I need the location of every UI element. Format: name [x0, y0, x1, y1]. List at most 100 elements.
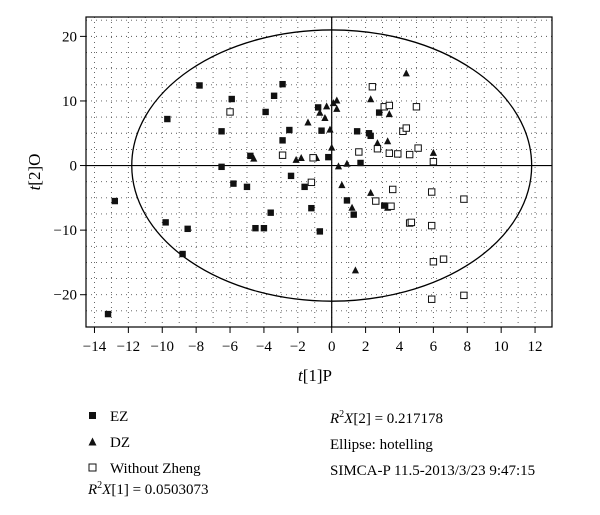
stats-block: R2X[2] = 0.217178 Ellipse: hotelling SIM…	[330, 402, 535, 484]
point-without-zheng	[389, 185, 397, 194]
point-dz	[373, 139, 382, 147]
point-ez	[243, 183, 251, 191]
point-without-zheng	[412, 103, 421, 111]
point-ez	[218, 128, 225, 135]
x-tick-label: 12	[528, 339, 543, 355]
point-without-zheng	[427, 221, 436, 230]
point-dz	[385, 110, 393, 118]
legend: EZ DZ Without Zheng	[88, 404, 201, 482]
point-dz	[402, 69, 410, 77]
point-dz	[429, 148, 437, 156]
point-ez	[367, 132, 374, 140]
r2x1-stat: R2X[1] = 0.0503073	[88, 480, 209, 498]
point-without-zheng	[307, 178, 316, 187]
point-dz	[323, 102, 331, 110]
point-without-zheng	[373, 145, 382, 153]
point-dz	[348, 203, 356, 211]
point-without-zheng	[355, 148, 363, 156]
point-without-zheng	[372, 197, 380, 205]
open-square-icon	[88, 461, 110, 478]
point-ez	[184, 225, 191, 233]
point-dz	[316, 108, 324, 116]
point-dz	[333, 96, 341, 104]
point-ez	[252, 224, 259, 232]
point-ez	[279, 137, 286, 144]
point-ez	[179, 250, 186, 258]
legend-label-dz: DZ	[110, 434, 130, 451]
point-without-zheng	[402, 124, 410, 132]
x-tick-label: −8	[188, 339, 204, 355]
point-ez	[279, 80, 286, 88]
point-dz	[328, 143, 336, 151]
point-without-zheng	[429, 258, 438, 266]
point-without-zheng	[278, 151, 287, 159]
x-tick-label: 0	[328, 339, 336, 355]
point-without-zheng	[385, 101, 394, 110]
x-tick-label: 10	[494, 339, 509, 355]
x-tick-label: −14	[83, 339, 107, 355]
point-without-zheng	[427, 188, 436, 196]
point-ez	[308, 204, 315, 212]
point-dz	[367, 95, 375, 103]
point-without-zheng	[439, 255, 448, 263]
y-tick-label: 20	[62, 29, 77, 45]
point-without-zheng	[407, 218, 416, 227]
point-without-zheng	[394, 150, 402, 158]
point-without-zheng	[226, 108, 234, 116]
point-ez	[267, 209, 274, 216]
point-without-zheng	[385, 149, 394, 157]
y-tick-label: −20	[54, 288, 77, 304]
point-dz	[334, 162, 343, 170]
x-tick-label: −2	[290, 339, 306, 355]
point-ez	[230, 180, 237, 187]
legend-item-without-zheng: Without Zheng	[88, 456, 201, 482]
point-without-zheng	[309, 154, 317, 162]
point-ez	[270, 92, 278, 99]
legend-item-dz: DZ	[88, 430, 201, 456]
point-without-zheng	[429, 157, 438, 166]
point-ez	[247, 152, 254, 160]
point-dz	[351, 266, 360, 274]
point-without-zheng	[405, 150, 414, 159]
software-stamp: SIMCA-P 11.5-2013/3/23 9:47:15	[330, 463, 536, 479]
y-tick-label: 10	[62, 94, 77, 110]
x-tick-label: 8	[464, 339, 472, 355]
point-ez	[164, 115, 171, 123]
point-ez	[218, 163, 225, 171]
point-without-zheng	[460, 291, 468, 300]
point-ez	[325, 153, 332, 161]
x-tick-label: 4	[396, 339, 404, 355]
point-dz	[367, 188, 375, 196]
point-dz	[329, 99, 338, 107]
x-axis-label: t[1]P	[298, 366, 332, 385]
point-without-zheng	[414, 144, 422, 152]
point-ez	[228, 95, 235, 103]
point-dz	[321, 113, 329, 121]
x-tick-label: −6	[222, 339, 238, 355]
x-tick-label: −4	[256, 339, 272, 355]
point-ez	[104, 310, 112, 318]
point-without-zheng	[368, 83, 377, 91]
point-ez	[301, 183, 308, 191]
filled-triangle-icon	[88, 435, 110, 452]
point-ez	[262, 108, 269, 116]
point-ez	[260, 224, 268, 232]
point-dz	[338, 181, 346, 189]
point-dz	[384, 137, 392, 145]
ellipse-type: Ellipse: hotelling	[330, 437, 433, 453]
point-ez	[316, 228, 324, 235]
point-ez	[375, 109, 383, 116]
point-ez	[162, 219, 169, 226]
point-ez	[314, 104, 322, 111]
point-dz	[297, 153, 305, 161]
y-axis-label: t[2]O	[25, 154, 44, 191]
x-tick-label: 6	[430, 339, 438, 355]
point-dz	[292, 155, 300, 163]
point-without-zheng	[427, 295, 436, 303]
legend-item-ez: EZ	[88, 404, 201, 430]
plot-frame	[85, 16, 553, 328]
point-dz	[250, 154, 258, 162]
point-dz	[343, 159, 351, 167]
legend-label-ez: EZ	[110, 408, 129, 425]
legend-label-without-zheng: Without Zheng	[110, 460, 201, 477]
